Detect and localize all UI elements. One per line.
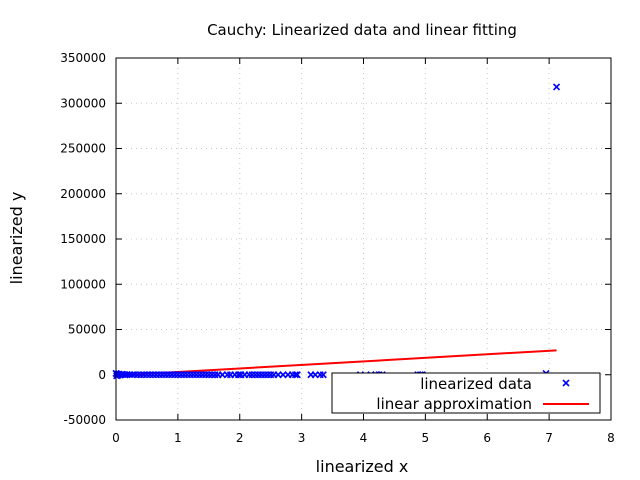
legend: linearized data linear approximation [331, 372, 601, 414]
data-point-stroke [128, 371, 136, 379]
plot-border [115, 57, 612, 421]
data-point-stroke [319, 371, 327, 379]
x-tick-label: 7 [545, 431, 553, 445]
data-point [234, 371, 243, 379]
data-point-stroke [562, 379, 570, 387]
data-point-stroke [234, 371, 243, 379]
x-axis-label: linearized x [316, 457, 409, 476]
data-point-stroke [552, 83, 561, 91]
y-axis-label: linearized y [7, 192, 26, 285]
data-point-stroke [291, 371, 300, 379]
y-tick-label: 50000 [68, 323, 106, 337]
chart-title: Cauchy: Linearized data and linear fitti… [207, 21, 517, 39]
legend-data-marker-cross [562, 379, 570, 387]
y-tick-label: -50000 [63, 413, 106, 427]
grid [116, 58, 611, 420]
legend-label-fit: linear approximation [376, 395, 532, 413]
x-tick-label: 8 [607, 431, 615, 445]
x-tick-label: 5 [422, 431, 430, 445]
x-tick-label: 0 [112, 431, 120, 445]
y-tick-label: 350000 [60, 51, 106, 65]
y-tick-label: 300000 [60, 96, 106, 110]
y-tick-label: 250000 [60, 142, 106, 156]
data-points-layer [112, 83, 561, 380]
legend-box [331, 372, 601, 414]
y-tick-label: 200000 [60, 187, 106, 201]
data-point [291, 371, 300, 379]
x-tick-label: 2 [236, 431, 244, 445]
data-point-stroke [293, 371, 301, 379]
y-axis-ticks: -50000 0 50000 100000 150000 200000 250000 3000… [60, 51, 611, 427]
x-tick-label: 4 [360, 431, 368, 445]
y-tick-label: 0 [98, 368, 106, 382]
x-tick-label: 1 [174, 431, 182, 445]
legend-data-marker [562, 379, 570, 387]
y-tick-label: 100000 [60, 277, 106, 291]
data-point [319, 371, 327, 379]
x-tick-label: 3 [298, 431, 306, 445]
x-tick-label: 6 [483, 431, 491, 445]
data-point [128, 371, 136, 379]
y-tick-label: 150000 [60, 232, 106, 246]
data-point [552, 83, 561, 91]
legend-label-data: linearized data [420, 375, 532, 393]
data-point [293, 371, 301, 379]
